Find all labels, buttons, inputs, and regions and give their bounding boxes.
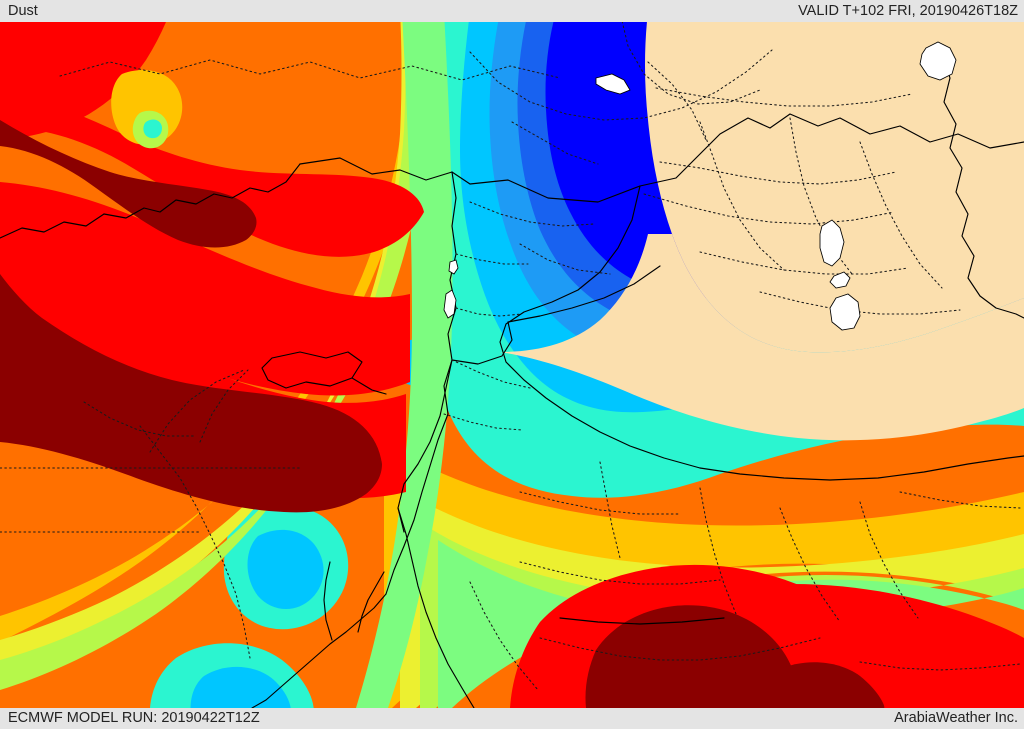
admin-border-saudi-10 bbox=[859, 661, 1021, 671]
contour-band-extreme-darkred-south2 bbox=[765, 662, 885, 708]
admin-border-levant-2 bbox=[455, 307, 523, 317]
border-iran-west bbox=[941, 53, 1024, 319]
admin-border-saudi-8 bbox=[469, 581, 539, 691]
admin-border-iraq-6 bbox=[643, 193, 895, 225]
border-saudi-north bbox=[507, 265, 661, 323]
parameter-title: Dust bbox=[8, 2, 38, 19]
admin-border-jordan-1 bbox=[451, 359, 531, 389]
contour-band-mid-low-pocket bbox=[247, 529, 324, 610]
coastline-sinai bbox=[357, 571, 385, 633]
lake-dead-sea bbox=[443, 289, 457, 319]
geography-overlay-layer bbox=[0, 22, 1024, 708]
model-run-label: ECMWF MODEL RUN: 20190422T12Z bbox=[8, 710, 260, 727]
admin-border-saudi-6 bbox=[519, 561, 721, 585]
admin-border-syria-2 bbox=[511, 121, 599, 165]
coastline-levant-2 bbox=[385, 171, 457, 595]
admin-border-syria-1 bbox=[647, 61, 707, 141]
lake-habbaniyah bbox=[829, 271, 851, 289]
admin-border-iraq-7 bbox=[699, 251, 909, 275]
lake-tharthar bbox=[819, 219, 845, 267]
admin-border-syria-4 bbox=[519, 243, 611, 275]
lake-urmia bbox=[919, 41, 957, 81]
contour-band-high-gold-south bbox=[384, 442, 1024, 708]
contour-band-extreme-darkred bbox=[0, 172, 382, 513]
coastline-gulf-suez bbox=[323, 561, 333, 641]
island-cyprus bbox=[261, 351, 363, 389]
admin-border-iraq-1 bbox=[655, 87, 913, 107]
border-turkey-south bbox=[299, 113, 1024, 203]
land-mask-no-data bbox=[645, 22, 1024, 353]
admin-border-egypt-6 bbox=[149, 369, 245, 453]
admin-border-saudi-2 bbox=[599, 461, 621, 559]
contour-band-extreme-darkred-south bbox=[585, 605, 798, 708]
admin-border-turkey-3 bbox=[621, 22, 761, 105]
coastline-levant bbox=[103, 163, 301, 219]
contour-fill-layer bbox=[0, 22, 1024, 708]
contour-band-mid-high-2 bbox=[438, 540, 1024, 708]
admin-border-egypt-7 bbox=[199, 369, 249, 443]
valid-time-label: VALID T+102 FRI, 20190426T18Z bbox=[798, 2, 1018, 19]
forecast-map-canvas[interactable] bbox=[0, 22, 1024, 708]
provider-label: ArabiaWeather Inc. bbox=[894, 710, 1018, 727]
contour-band-extreme-red-3 bbox=[0, 182, 410, 396]
lake-tiberias bbox=[448, 259, 459, 275]
contour-band-extreme-red-2 bbox=[0, 92, 424, 257]
lake-razzaza bbox=[829, 293, 861, 331]
admin-border-iraq-5 bbox=[859, 141, 943, 289]
border-jordan-saudi bbox=[451, 321, 513, 365]
admin-border-saudi-1 bbox=[519, 491, 681, 515]
border-arabia-interior bbox=[559, 617, 725, 625]
contour-hotspot-cyan-top bbox=[143, 119, 162, 139]
dust-contour-plot bbox=[0, 22, 1024, 708]
contour-band-high-yellow bbox=[0, 22, 430, 708]
admin-border-iraq-8 bbox=[759, 291, 961, 315]
map-header-bar: Dust VALID T+102 FRI, 20190426T18Z bbox=[0, 0, 1024, 22]
island-cyprus-tail bbox=[351, 377, 387, 395]
admin-border-turkey-1 bbox=[59, 59, 561, 81]
admin-border-saudi-7 bbox=[539, 637, 821, 661]
coastline-red-sea-east bbox=[397, 507, 475, 708]
admin-border-egypt-3 bbox=[83, 401, 195, 437]
contour-band-mid-high bbox=[356, 22, 453, 708]
lake-assad bbox=[595, 73, 631, 95]
admin-border-iraq-3 bbox=[699, 121, 785, 271]
coastline-red-sea-west bbox=[251, 593, 387, 708]
admin-border-jordan-2 bbox=[443, 413, 523, 431]
contour-band-mid-low-pocket-2 bbox=[190, 666, 291, 708]
admin-border-iraq-4 bbox=[789, 117, 853, 275]
coastline-egypt-north bbox=[0, 213, 105, 239]
admin-border-saudi-9 bbox=[899, 491, 1021, 509]
border-jordan-saudi-2 bbox=[397, 359, 453, 533]
admin-border-iraq-2 bbox=[659, 161, 897, 185]
map-footer-bar: ECMWF MODEL RUN: 20190422T12Z ArabiaWeat… bbox=[0, 708, 1024, 729]
border-saudi-iraq bbox=[699, 455, 1024, 481]
admin-border-syria-3 bbox=[469, 201, 595, 227]
border-syria-iraq bbox=[499, 185, 701, 469]
contour-band-extreme-darkred-2 bbox=[0, 120, 257, 248]
